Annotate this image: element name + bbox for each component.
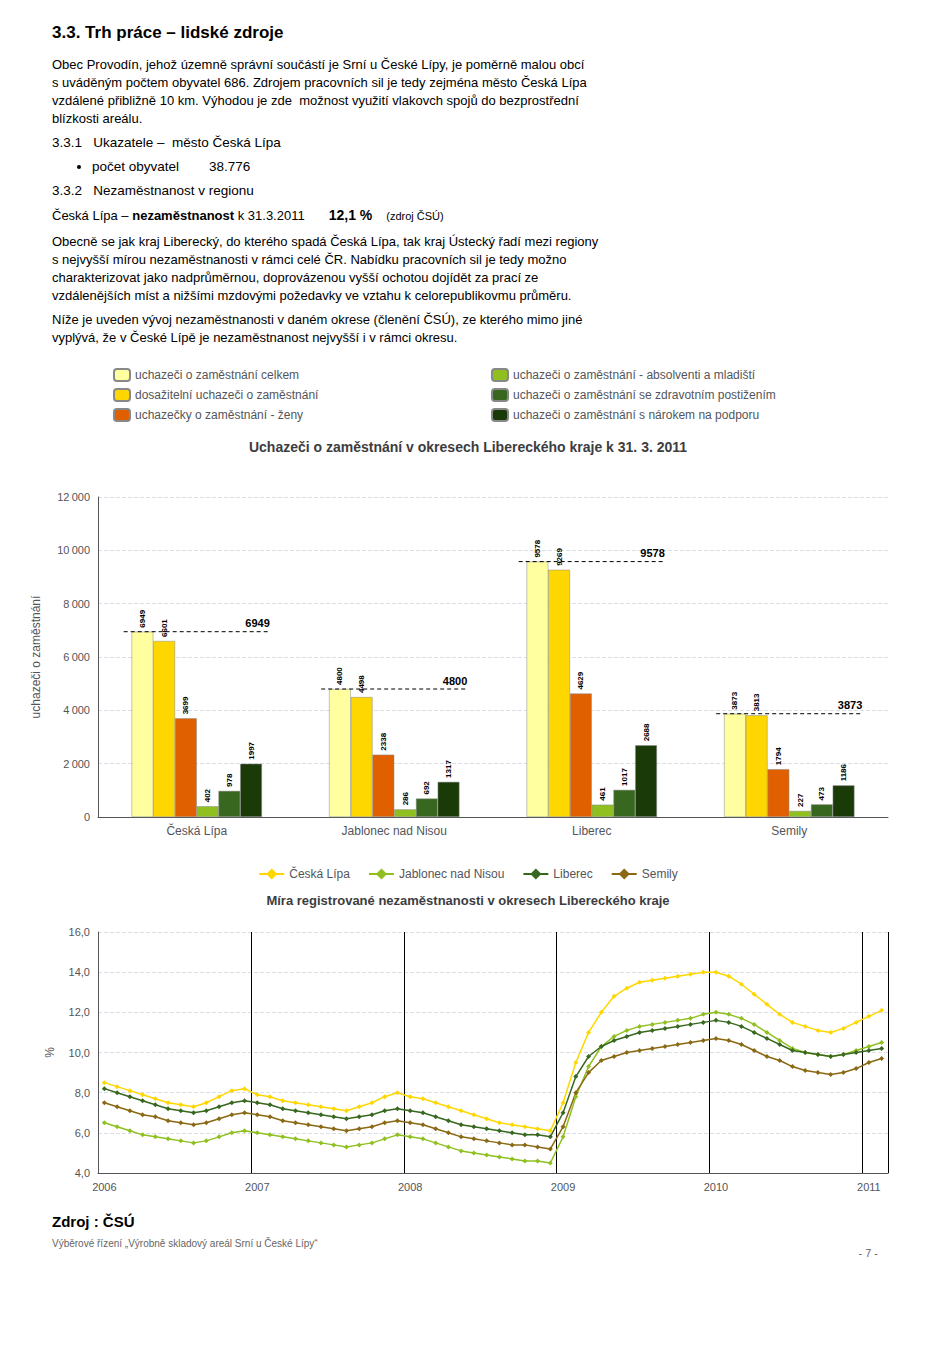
html-text:3.3. Trh práce – lidské zdroje: 3.3. Trh práce – lidské zdroje	[52, 23, 284, 42]
svg-text:uchazeči o zaměstnání - absolv: uchazeči o zaměstnání - absolventi a mla…	[513, 368, 756, 382]
svg-text:10 000: 10 000	[57, 544, 90, 556]
svg-text:2011: 2011	[857, 1181, 881, 1193]
html-text:Výběrové řízení „Výrobně sklad: Výběrové řízení „Výrobně skladový areál …	[52, 1238, 318, 1249]
svg-text:8,0: 8,0	[75, 1087, 90, 1099]
svg-text:6,0: 6,0	[75, 1127, 90, 1139]
svg-text:Jablonec nad Nisou: Jablonec nad Nisou	[399, 867, 504, 881]
svg-text:Semily: Semily	[771, 824, 807, 838]
html-text:Obecně se jak kraj Liberecký,: Obecně se jak kraj Liberecký, do kterého…	[52, 234, 599, 249]
html-text:vzdálenějších míst a nižšími m: vzdálenějších míst a nižšími mzdovými po…	[52, 288, 572, 303]
html-text:3.3.1 Ukazatele – město Česká: 3.3.1 Ukazatele – město Česká Lípa	[52, 135, 281, 150]
svg-text:978: 978	[225, 773, 234, 787]
svg-text:1186: 1186	[839, 763, 848, 781]
svg-text:4800: 4800	[335, 667, 344, 685]
svg-text:4800: 4800	[443, 675, 467, 687]
svg-text:2010: 2010	[704, 1181, 728, 1193]
html-text:počet obyvatel 38.776: počet obyvatel 38.776	[92, 159, 251, 174]
svg-text:4 000: 4 000	[63, 704, 90, 716]
svg-text:9578: 9578	[640, 547, 664, 559]
svg-text:14,0: 14,0	[69, 966, 90, 978]
svg-text:Česká Lípa: Česká Lípa	[166, 823, 227, 838]
svg-text:2006: 2006	[92, 1181, 116, 1193]
svg-text:1017: 1017	[620, 768, 629, 786]
svg-text:6601: 6601	[160, 619, 169, 637]
html-text:(zdroj ČSÚ): (zdroj ČSÚ)	[386, 210, 444, 222]
svg-text:461: 461	[598, 787, 607, 801]
svg-text:dosažitelní uchazeči o zaměstn: dosažitelní uchazeči o zaměstnání	[135, 388, 319, 402]
svg-text:uchazečky o zaměstnání - ženy: uchazečky o zaměstnání - ženy	[135, 408, 303, 422]
svg-text:2688: 2688	[642, 723, 651, 741]
svg-text:2 000: 2 000	[63, 758, 90, 770]
svg-text:1317: 1317	[444, 760, 453, 778]
html-text:vzdálené přibližně 10 km. Výho: vzdálené přibližně 10 km. Výhodou je zde…	[52, 93, 579, 108]
svg-text:Česká Lípa: Česká Lípa	[289, 866, 350, 881]
svg-text:uchazeči o zaměstnání s nároke: uchazeči o zaměstnání s nárokem na podpo…	[513, 408, 759, 422]
html-text:12,1 %: 12,1 %	[328, 207, 373, 223]
svg-text:3699: 3699	[181, 696, 190, 714]
svg-text:10,0: 10,0	[69, 1047, 90, 1059]
svg-text:2009: 2009	[551, 1181, 575, 1193]
html-text:3.3.2 Nezaměstnanost v regionu: 3.3.2 Nezaměstnanost v regionu	[52, 183, 254, 198]
svg-text:uchazeči o zaměstnání celkem: uchazeči o zaměstnání celkem	[135, 368, 299, 382]
html-text:- 7 -: - 7 -	[858, 1247, 878, 1259]
svg-text:473: 473	[817, 786, 826, 800]
html-text:Česká Lípa – nezaměstnanost k: Česká Lípa – nezaměstnanost k 31.3.2011	[52, 208, 305, 223]
svg-text:12,0: 12,0	[69, 1006, 90, 1018]
svg-text:3873: 3873	[838, 699, 862, 711]
svg-text:692: 692	[422, 781, 431, 795]
svg-text:6949: 6949	[138, 609, 147, 627]
svg-text:0: 0	[84, 811, 90, 823]
svg-text:4,0: 4,0	[75, 1167, 90, 1179]
svg-text:4629: 4629	[576, 671, 585, 689]
svg-text:%: %	[43, 1047, 57, 1058]
html-text:Níže je uveden vývoj nezaměstn: Níže je uveden vývoj nezaměstnanosti v d…	[52, 312, 583, 327]
svg-text:12 000: 12 000	[57, 491, 90, 503]
svg-text:6949: 6949	[245, 617, 269, 629]
html-text:charakterizovat jako nadprůměr: charakterizovat jako nadprůměrnou, dopro…	[52, 270, 539, 285]
svg-text:Míra registrované nezaměstnano: Míra registrované nezaměstnanosti v okre…	[266, 893, 669, 908]
html-text:s uváděným počtem obyvatel 686: s uváděným počtem obyvatel 686. Zdrojem …	[52, 75, 587, 90]
svg-text:Semily: Semily	[642, 867, 678, 881]
svg-text:Liberec: Liberec	[572, 824, 611, 838]
svg-text:1997: 1997	[247, 741, 256, 759]
svg-text:2007: 2007	[245, 1181, 269, 1193]
html-text:blízkosti areálu.: blízkosti areálu.	[52, 111, 143, 126]
svg-text:286: 286	[401, 791, 410, 805]
svg-text:uchazeči o zaměstnání se zdrav: uchazeči o zaměstnání se zdravotním post…	[513, 388, 776, 402]
svg-text:1794: 1794	[774, 747, 783, 765]
svg-text:3873: 3873	[730, 691, 739, 709]
svg-text:2008: 2008	[398, 1181, 422, 1193]
svg-text:Uchazeči o zaměstnání v okrese: Uchazeči o zaměstnání v okresech Liberec…	[249, 439, 687, 455]
html-text:s nejvyšší mírou nezaměstnanos: s nejvyšší mírou nezaměstnanosti v rámci…	[52, 252, 567, 267]
svg-text:Jablonec nad Nisou: Jablonec nad Nisou	[342, 824, 447, 838]
svg-text:2338: 2338	[379, 732, 388, 750]
svg-text:9269: 9269	[555, 547, 564, 565]
svg-text:16,0: 16,0	[69, 926, 90, 938]
svg-text:6 000: 6 000	[63, 651, 90, 663]
html-text:Zdroj : ČSÚ: Zdroj : ČSÚ	[52, 1213, 135, 1230]
svg-text:3813: 3813	[752, 693, 761, 711]
svg-text:Liberec: Liberec	[553, 867, 592, 881]
svg-text:4498: 4498	[357, 675, 366, 693]
svg-text:227: 227	[796, 793, 805, 807]
svg-text:402: 402	[203, 788, 212, 802]
html-text:vyplývá, že v České Lípě je ne: vyplývá, že v České Lípě je nezaměstnano…	[52, 330, 458, 345]
html-text:Obec Provodín, jehož územně sp: Obec Provodín, jehož územně správní souč…	[52, 57, 585, 72]
svg-text:9578: 9578	[533, 539, 542, 557]
svg-text:uchazeči o zaměstnání: uchazeči o zaměstnání	[29, 595, 43, 718]
svg-text:8 000: 8 000	[63, 598, 90, 610]
